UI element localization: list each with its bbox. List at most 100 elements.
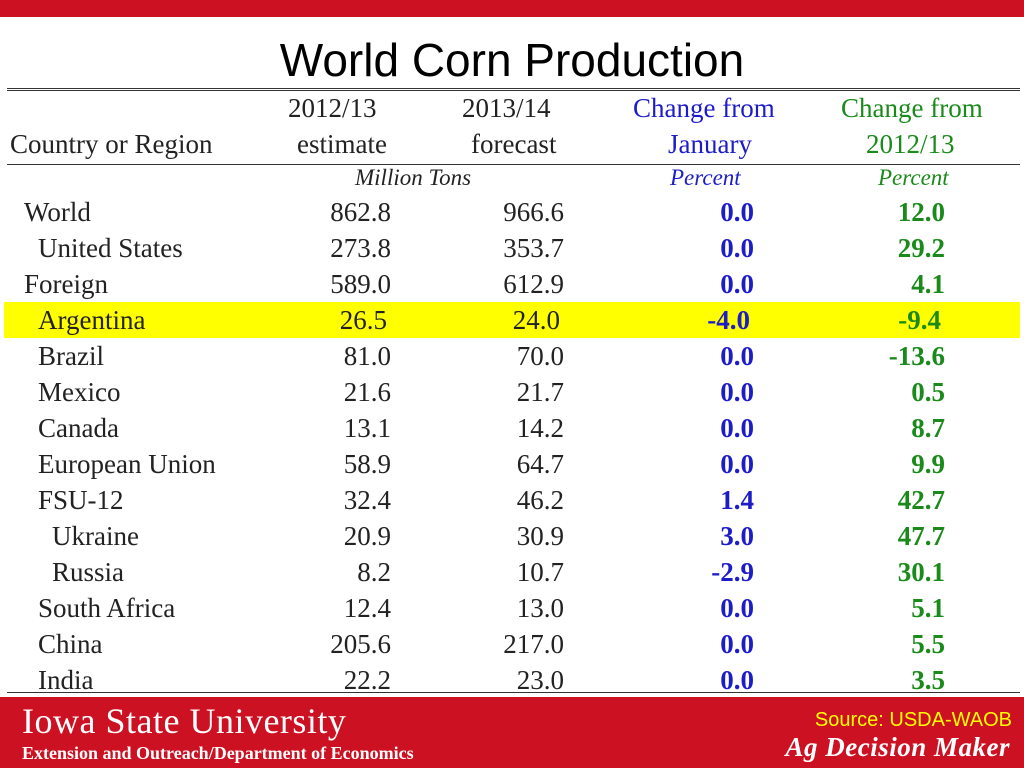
header-col2-line1: 2013/14	[462, 93, 551, 123]
header-col4-line2: 2012/13	[866, 129, 955, 159]
row-name: Canada	[38, 413, 119, 443]
row-estimate: 589.0	[330, 269, 391, 299]
row-change-january: 1.4	[720, 485, 754, 515]
table-row: Brazil 81.0 70.0 0.0 -13.6	[0, 338, 1024, 374]
row-estimate: 58.9	[343, 449, 391, 479]
row-change-january: 0.0	[720, 629, 754, 659]
row-name: Argentina	[38, 305, 146, 335]
row-forecast: 14.2	[516, 413, 564, 443]
row-estimate: 12.4	[343, 593, 391, 623]
table-row: Russia 8.2 10.7 -2.9 30.1	[0, 554, 1024, 590]
row-change-january: 0.0	[720, 593, 754, 623]
footer-bar: Iowa State University Extension and Outr…	[0, 697, 1024, 768]
row-change-january: 0.0	[720, 665, 754, 695]
header-col4-line1: Change from	[841, 93, 983, 123]
row-estimate: 205.6	[330, 629, 391, 659]
row-change-january: 3.0	[720, 521, 754, 551]
program-name: Ag Decision Maker	[785, 732, 1010, 762]
row-estimate: 20.9	[343, 521, 391, 551]
row-name: Russia	[52, 557, 125, 587]
table-top-rule-double	[7, 90, 1020, 91]
row-name: United States	[38, 233, 183, 263]
table-row: Ukraine 20.9 30.9 3.0 47.7	[0, 518, 1024, 554]
row-forecast: 217.0	[503, 629, 564, 659]
row-change-prior-year: 42.7	[897, 485, 945, 515]
department-name: Extension and Outreach/Department of Eco…	[22, 743, 414, 763]
row-change-january: 0.0	[720, 413, 754, 443]
row-name: Mexico	[38, 377, 121, 407]
table-row: Argentina 26.5 24.0 -4.0 -9.4	[4, 302, 1020, 338]
row-forecast: 70.0	[516, 341, 564, 371]
row-estimate: 81.0	[343, 341, 391, 371]
row-forecast: 353.7	[503, 233, 564, 263]
row-change-january: -4.0	[707, 305, 750, 335]
row-forecast: 21.7	[516, 377, 564, 407]
row-change-prior-year: 47.7	[897, 521, 945, 551]
row-change-january: 0.0	[720, 449, 754, 479]
unit-percent-prior-year: Percent	[878, 165, 949, 190]
row-change-january: 0.0	[720, 341, 754, 371]
header-col3-line1: Change from	[633, 93, 775, 123]
table-top-rule	[7, 88, 1020, 89]
table-row: World 862.8 966.6 0.0 12.0	[0, 194, 1024, 230]
header-col1-line1: 2012/13	[288, 93, 377, 123]
row-name: FSU-12	[38, 485, 124, 515]
row-change-january: 0.0	[720, 233, 754, 263]
row-estimate: 32.4	[343, 485, 391, 515]
top-accent-bar	[0, 0, 1024, 17]
row-change-prior-year: 12.0	[897, 197, 945, 227]
row-forecast: 23.0	[516, 665, 564, 695]
table-row: United States 273.8 353.7 0.0 29.2	[0, 230, 1024, 266]
row-estimate: 13.1	[343, 413, 391, 443]
row-forecast: 30.9	[516, 521, 564, 551]
table-row: FSU-12 32.4 46.2 1.4 42.7	[0, 482, 1024, 518]
row-change-january: 0.0	[720, 269, 754, 299]
row-change-prior-year: -9.4	[898, 305, 941, 335]
row-estimate: 862.8	[330, 197, 391, 227]
row-change-prior-year: 3.5	[911, 665, 945, 695]
source-credit: Source: USDA-WAOB	[814, 709, 1012, 731]
row-change-january: -2.9	[711, 557, 754, 587]
row-change-prior-year: 9.9	[911, 449, 945, 479]
unit-million-tons: Million Tons	[355, 165, 472, 190]
table-row: European Union 58.9 64.7 0.0 9.9	[0, 446, 1024, 482]
row-estimate: 8.2	[357, 557, 391, 587]
row-forecast: 64.7	[516, 449, 564, 479]
university-name: Iowa State University	[22, 701, 347, 741]
row-change-prior-year: -13.6	[888, 341, 945, 371]
row-estimate: 26.5	[339, 305, 387, 335]
row-name: World	[24, 197, 91, 227]
row-forecast: 24.0	[512, 305, 560, 335]
row-name: Brazil	[38, 341, 104, 371]
row-name: European Union	[38, 449, 216, 479]
row-change-prior-year: 5.5	[911, 629, 945, 659]
header-country: Country or Region	[10, 129, 213, 159]
row-change-prior-year: 5.1	[911, 593, 945, 623]
row-change-prior-year: 8.7	[911, 413, 945, 443]
row-change-january: 0.0	[720, 197, 754, 227]
row-name: South Africa	[38, 593, 176, 623]
table-row: China 205.6 217.0 0.0 5.5	[0, 626, 1024, 662]
row-forecast: 13.0	[516, 593, 564, 623]
row-name: Ukraine	[52, 521, 139, 551]
header-col2-line2: forecast	[471, 129, 557, 159]
row-forecast: 966.6	[503, 197, 564, 227]
corn-production-table: Country or Region 2012/13 estimate 2013/…	[0, 88, 1024, 695]
row-estimate: 22.2	[343, 665, 391, 695]
row-name: India	[38, 665, 94, 695]
row-forecast: 46.2	[516, 485, 564, 515]
table-row: Foreign 589.0 612.9 0.0 4.1	[0, 266, 1024, 302]
table-row: Mexico 21.6 21.7 0.0 0.5	[0, 374, 1024, 410]
slide-title: World Corn Production	[279, 34, 745, 86]
university-wordmark: Iowa State University	[22, 701, 346, 741]
header-rule	[7, 164, 1020, 165]
row-name: China	[38, 629, 103, 659]
row-change-prior-year: 30.1	[897, 557, 945, 587]
row-change-prior-year: 4.1	[911, 269, 945, 299]
row-forecast: 612.9	[503, 269, 564, 299]
table-row: South Africa 12.4 13.0 0.0 5.1	[0, 590, 1024, 626]
header-col3-line2: January	[668, 129, 752, 159]
header-col1-line2: estimate	[297, 129, 387, 159]
row-change-prior-year: 29.2	[897, 233, 945, 263]
table-row: India 22.2 23.0 0.0 3.5	[0, 662, 1024, 698]
